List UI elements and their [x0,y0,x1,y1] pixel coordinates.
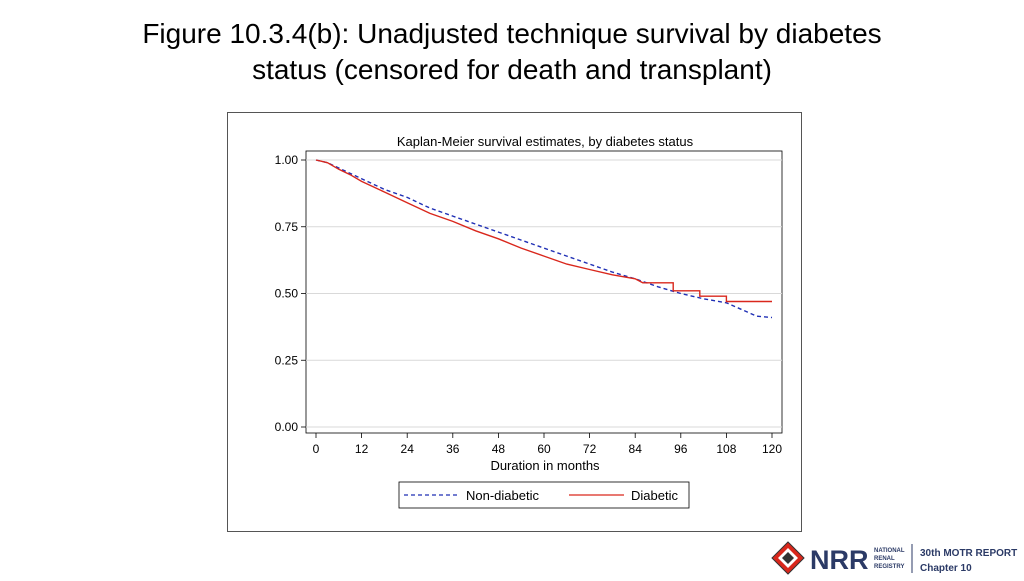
x-tick-label: 72 [583,442,597,456]
registry-line-1: NATIONAL [874,548,905,554]
y-tick-label: 1.00 [275,153,299,167]
x-tick-label: 84 [629,442,643,456]
x-tick-label: 24 [401,442,415,456]
slide-title-line-2: status (censored for death and transplan… [252,54,772,85]
figure-frame: Kaplan-Meier survival estimates, by diab… [227,112,802,532]
y-tick-label: 0.00 [275,420,299,434]
y-tick-label: 0.50 [275,287,299,301]
registry-line-3: REGISTRY [874,564,904,570]
x-tick-label: 12 [355,442,369,456]
footer-branding: NRR NATIONAL RENAL REGISTRY 30th MOTR RE… [770,540,1024,576]
kidney-emblem-icon [771,541,805,575]
x-tick-label: 48 [492,442,506,456]
series-line-diabetic [315,159,772,303]
series-line-non-diabetic [315,159,773,319]
x-tick-label: 120 [762,442,782,456]
x-tick-label: 96 [674,442,688,456]
x-tick-label: 108 [716,442,736,456]
gridlines [306,159,782,428]
nrr-logo-text: NRR [810,545,869,575]
x-tick-label: 36 [446,442,460,456]
x-axis-label: Duration in months [490,458,600,473]
y-tick-label: 0.25 [275,353,299,367]
legend: Non-diabetic Diabetic [398,481,690,509]
series-lines [315,159,773,319]
registry-line-2: RENAL [874,556,895,562]
chapter-label: Chapter 10 [920,563,972,574]
y-axis: 0.00 0.25 0.50 0.75 1.00 [275,153,306,434]
x-tick-label: 60 [537,442,551,456]
km-chart: Kaplan-Meier survival estimates, by diab… [275,134,783,509]
report-title: 30th MOTR REPORT 2022 [920,548,1020,559]
chart-title: Kaplan-Meier survival estimates, by diab… [397,134,694,149]
legend-label-diabetic: Diabetic [631,488,678,503]
legend-label-non-diabetic: Non-diabetic [466,488,539,503]
nrr-logo: NRR NATIONAL RENAL REGISTRY 30th MOTR RE… [771,541,1024,575]
x-tick-label: 0 [313,442,320,456]
slide-title: Figure 10.3.4(b): Unadjusted technique s… [0,16,1024,88]
y-tick-label: 0.75 [275,220,299,234]
slide-title-line-1: Figure 10.3.4(b): Unadjusted technique s… [142,18,882,49]
x-axis: 0 12 24 36 48 60 72 84 96 108 120 [313,433,782,456]
plot-area [305,150,783,434]
